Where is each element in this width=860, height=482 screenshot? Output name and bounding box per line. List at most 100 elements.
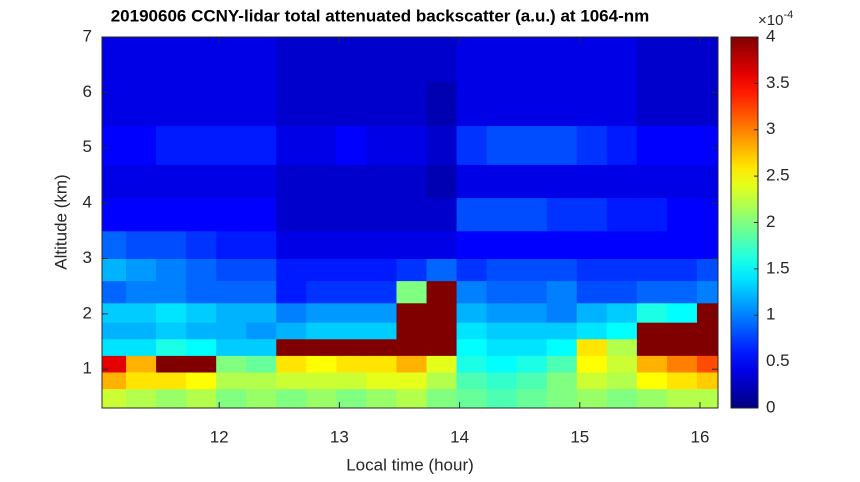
heatmap-cell <box>606 164 638 199</box>
heatmap-cell <box>102 258 127 282</box>
heatmap-cell <box>606 258 638 282</box>
heatmap-cell <box>102 280 127 304</box>
heatmap-cell <box>426 81 458 127</box>
heatmap-cell <box>276 258 307 282</box>
heatmap-cell <box>456 230 488 259</box>
heatmap-cell <box>216 258 247 282</box>
heatmap-cell <box>186 372 217 390</box>
heatmap-cell <box>126 338 157 356</box>
heatmap-cell <box>576 197 608 232</box>
heatmap-cell <box>516 355 548 373</box>
heatmap-cell <box>576 355 608 373</box>
heatmap-cell <box>186 322 217 340</box>
heatmap-cell <box>636 372 668 390</box>
colorbar-tick-label: 0.5 <box>766 351 790 370</box>
heatmap-cell <box>636 37 668 82</box>
heatmap-cell <box>696 197 719 232</box>
heatmap-cell <box>696 338 719 356</box>
x-tick-label: 16 <box>691 427 710 446</box>
heatmap-cell <box>366 197 397 232</box>
heatmap-cell <box>516 258 548 282</box>
heatmap-cell <box>186 338 217 356</box>
heatmap-cell <box>396 338 428 356</box>
heatmap-cell <box>336 322 367 340</box>
heatmap-cell <box>486 322 518 340</box>
heatmap-cell <box>306 164 337 199</box>
heatmap-cell <box>336 164 367 199</box>
heatmap-cell <box>246 164 277 199</box>
colorbar-tick-label: 0 <box>766 397 775 416</box>
heatmap-cell <box>546 164 578 199</box>
heatmap-cell <box>396 302 428 323</box>
heatmap-cell <box>246 338 277 356</box>
heatmap-cell <box>126 230 157 259</box>
heatmap-cell <box>666 125 698 165</box>
heatmap-cell <box>126 125 157 165</box>
heatmap-cell <box>696 81 719 127</box>
heatmap-cell <box>516 125 548 165</box>
heatmap-cell <box>636 125 668 165</box>
heatmap-cell <box>486 164 518 199</box>
heatmap-cell <box>606 355 638 373</box>
heatmap-cell <box>426 355 458 373</box>
heatmap-cell <box>696 302 719 323</box>
heatmap-cell <box>102 164 127 199</box>
heatmap-cell <box>126 322 157 340</box>
heatmap-cell <box>126 302 157 323</box>
heatmap-cell <box>396 280 428 304</box>
heatmap-cell <box>396 258 428 282</box>
heatmap-cell <box>276 372 307 390</box>
heatmap-cell <box>336 372 367 390</box>
heatmap-cell <box>576 322 608 340</box>
heatmap-cell <box>396 197 428 232</box>
heatmap-cell <box>156 125 187 165</box>
heatmap-cell <box>636 258 668 282</box>
heatmap-cell <box>486 302 518 323</box>
heatmap-cell <box>516 230 548 259</box>
heatmap-cell <box>426 37 458 82</box>
heatmap-cell <box>516 81 548 127</box>
heatmap-cell <box>216 388 247 409</box>
heatmap-cell <box>486 125 518 165</box>
y-tick-label: 6 <box>83 82 92 101</box>
heatmap-cell <box>216 355 247 373</box>
heatmap-cell <box>576 280 608 304</box>
heatmap-cell <box>306 388 337 409</box>
heatmap-cell <box>336 302 367 323</box>
heatmap-cell <box>456 355 488 373</box>
heatmap-cell <box>102 322 127 340</box>
heatmap-cell <box>276 280 307 304</box>
heatmap-cell <box>186 230 217 259</box>
heatmap-cell <box>516 164 548 199</box>
heatmap-cell <box>336 125 367 165</box>
heatmap <box>102 37 719 409</box>
heatmap-cell <box>606 372 638 390</box>
heatmap-cell <box>336 355 367 373</box>
heatmap-cell <box>426 258 458 282</box>
heatmap-cell <box>306 197 337 232</box>
heatmap-cell <box>216 302 247 323</box>
heatmap-cell <box>426 164 458 199</box>
heatmap-cell <box>246 125 277 165</box>
heatmap-cell <box>576 164 608 199</box>
heatmap-cell <box>366 164 397 199</box>
heatmap-cell <box>126 258 157 282</box>
heatmap-cell <box>396 372 428 390</box>
heatmap-cell <box>696 164 719 199</box>
y-tick-label: 4 <box>83 193 92 212</box>
heatmap-cell <box>276 37 307 82</box>
heatmap-cell <box>456 280 488 304</box>
heatmap-cell <box>246 258 277 282</box>
heatmap-cell <box>186 388 217 409</box>
heatmap-cell <box>456 338 488 356</box>
y-tick-label: 3 <box>83 248 92 267</box>
heatmap-cell <box>546 372 578 390</box>
heatmap-cell <box>456 125 488 165</box>
heatmap-cell <box>426 280 458 304</box>
heatmap-cell <box>102 81 127 127</box>
heatmap-cell <box>606 280 638 304</box>
heatmap-cell <box>606 81 638 127</box>
heatmap-cell <box>246 302 277 323</box>
heatmap-cell <box>396 355 428 373</box>
colorbar-tick-label: 1 <box>766 305 775 324</box>
